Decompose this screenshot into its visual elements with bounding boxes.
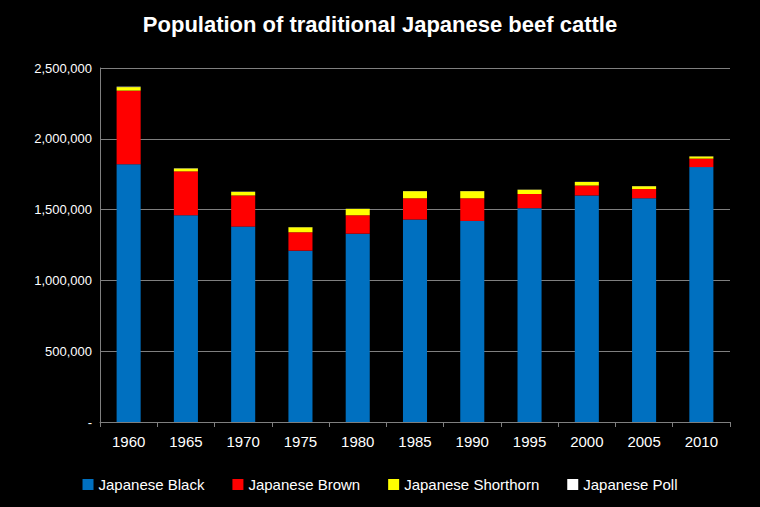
svg-text:1960: 1960 xyxy=(112,433,145,450)
svg-text:2,500,000: 2,500,000 xyxy=(34,61,92,76)
svg-text:Japanese Black: Japanese Black xyxy=(99,476,205,493)
svg-text:1980: 1980 xyxy=(341,433,374,450)
svg-text:Population of traditional Japa: Population of traditional Japanese beef … xyxy=(143,12,617,37)
svg-text:2010: 2010 xyxy=(685,433,718,450)
svg-text:1970: 1970 xyxy=(226,433,259,450)
svg-text:1995: 1995 xyxy=(513,433,546,450)
svg-text:1990: 1990 xyxy=(456,433,489,450)
svg-text:Japanese Brown: Japanese Brown xyxy=(248,476,360,493)
svg-text:Japanese Shorthorn: Japanese Shorthorn xyxy=(404,476,539,493)
svg-text:1,000,000: 1,000,000 xyxy=(34,273,92,288)
svg-text:2,000,000: 2,000,000 xyxy=(34,131,92,146)
svg-text:1985: 1985 xyxy=(398,433,431,450)
svg-text:-: - xyxy=(88,415,92,430)
svg-text:1965: 1965 xyxy=(169,433,202,450)
svg-text:1975: 1975 xyxy=(284,433,317,450)
svg-text:1,500,000: 1,500,000 xyxy=(34,202,92,217)
svg-text:Japanese Poll: Japanese Poll xyxy=(583,476,677,493)
svg-text:2005: 2005 xyxy=(627,433,660,450)
svg-text:500,000: 500,000 xyxy=(45,344,92,359)
svg-text:2000: 2000 xyxy=(570,433,603,450)
